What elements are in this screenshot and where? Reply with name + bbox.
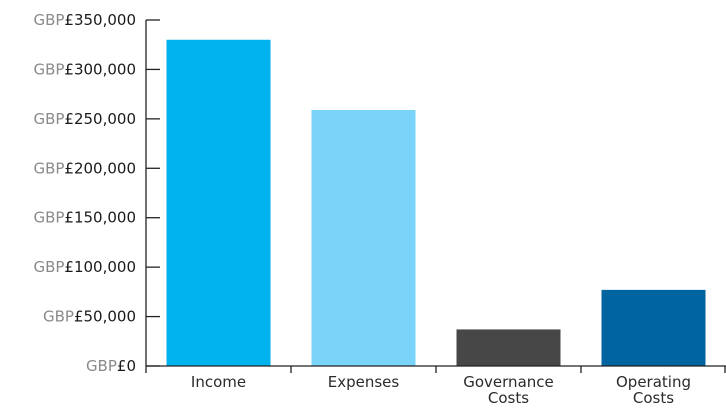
bar-expenses xyxy=(311,109,416,367)
bar-governance-costs xyxy=(456,329,561,366)
bar-operating-costs xyxy=(601,289,706,366)
y-tick-prefix: GBP xyxy=(43,308,74,326)
y-tick-prefix: GBP xyxy=(33,110,64,128)
y-tick-prefix: GBP xyxy=(33,159,64,177)
bars-group xyxy=(166,39,706,367)
y-tick-value: £150,000 xyxy=(64,209,136,227)
y-tick-value: £200,000 xyxy=(64,159,136,177)
y-tick-label: GBP£300,000 xyxy=(33,60,136,78)
x-tick-label-line: Costs xyxy=(488,389,529,407)
y-tick-value: £100,000 xyxy=(64,258,136,276)
bar-income xyxy=(166,39,271,367)
y-tick-prefix: GBP xyxy=(33,11,64,29)
x-tick-label: Expenses xyxy=(328,373,400,391)
x-tick-label: Income xyxy=(191,373,246,391)
y-tick-label: GBP£50,000 xyxy=(43,308,136,326)
x-tick-label-line: Costs xyxy=(633,389,674,407)
y-tick-value: £50,000 xyxy=(74,308,136,326)
x-tick-label-line: Expenses xyxy=(328,373,400,391)
y-tick-label: GBP£350,000 xyxy=(33,11,136,29)
y-tick-label: GBP£0 xyxy=(86,357,136,375)
x-tick-label-line: Operating xyxy=(616,373,691,391)
y-tick-prefix: GBP xyxy=(86,357,117,375)
y-tick-value: £0 xyxy=(117,357,136,375)
x-tick-label: Operating Costs xyxy=(616,373,691,407)
y-axis: GBP£0GBP£50,000GBP£100,000GBP£150,000GBP… xyxy=(33,11,160,375)
y-tick-prefix: GBP xyxy=(33,60,64,78)
y-tick-label: GBP£150,000 xyxy=(33,209,136,227)
y-tick-value: £350,000 xyxy=(64,11,136,29)
x-tick-label-line: Income xyxy=(191,373,246,391)
y-tick-label: GBP£200,000 xyxy=(33,159,136,177)
y-tick-value: £250,000 xyxy=(64,110,136,128)
x-tick-label-line: Governance xyxy=(463,373,554,391)
y-tick-prefix: GBP xyxy=(33,258,64,276)
y-tick-label: GBP£100,000 xyxy=(33,258,136,276)
y-tick-prefix: GBP xyxy=(33,209,64,227)
y-tick-label: GBP£250,000 xyxy=(33,110,136,128)
y-tick-value: £300,000 xyxy=(64,60,136,78)
x-tick-label: Governance Costs xyxy=(463,373,554,407)
